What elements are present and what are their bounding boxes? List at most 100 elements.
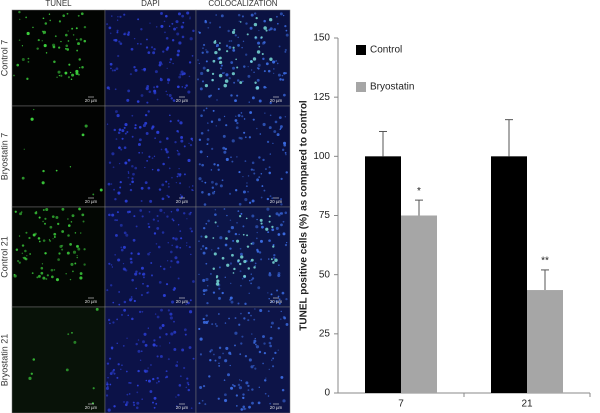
cell-dot — [187, 158, 191, 163]
cell-dot — [245, 53, 248, 56]
cell-dot — [161, 197, 165, 201]
cell-dot — [257, 286, 261, 290]
cell-dot — [179, 246, 182, 249]
coloc-dot — [260, 36, 263, 39]
cell-dot — [153, 396, 157, 400]
coloc-dot — [226, 263, 230, 267]
cell-dot — [109, 32, 112, 35]
cell-dot — [166, 67, 168, 69]
cell-dot — [276, 289, 279, 292]
cell-dot — [165, 36, 169, 40]
cell-dot — [277, 295, 280, 298]
coloc-dot — [263, 26, 267, 30]
cell-dot — [172, 236, 175, 240]
cell-dot — [250, 278, 253, 281]
coloc-dot — [233, 28, 236, 31]
cell-dot — [205, 289, 208, 292]
row-label: Control 7 — [0, 40, 9, 77]
cell-dot — [254, 337, 256, 340]
cell-dot — [213, 163, 216, 166]
cell-dot — [67, 218, 69, 220]
cell-dot — [279, 125, 283, 129]
cell-dot — [16, 63, 20, 67]
cell-dot — [243, 131, 246, 134]
cell-dot — [167, 242, 169, 244]
cell-dot — [280, 310, 282, 313]
cell-dot — [65, 47, 67, 50]
coloc-dot — [235, 58, 237, 61]
image-panel — [195, 9, 291, 107]
cell-dot — [229, 219, 232, 221]
cell-dot — [167, 185, 170, 188]
cell-dot — [121, 137, 124, 140]
row-label: Bryostatin 21 — [0, 334, 9, 387]
cell-dot — [136, 391, 139, 394]
cell-dot — [64, 33, 68, 37]
cell-dot — [109, 372, 113, 375]
cell-dot — [112, 166, 115, 169]
coloc-dot — [269, 57, 273, 61]
cell-dot — [167, 156, 170, 159]
cell-dot — [113, 128, 116, 132]
coloc-dot — [268, 215, 271, 218]
cell-dot — [284, 151, 287, 154]
cell-dot — [170, 300, 175, 304]
cell-dot — [257, 401, 261, 405]
cell-dot — [268, 166, 271, 169]
legend-label: Control — [370, 45, 402, 56]
cell-dot — [42, 239, 46, 242]
coloc-dot — [246, 234, 249, 237]
cell-dot — [69, 71, 72, 74]
cell-dot — [133, 38, 136, 40]
cell-dot — [125, 370, 128, 373]
cell-dot — [202, 278, 206, 282]
cell-dot — [243, 118, 246, 120]
cell-dot — [141, 69, 143, 71]
cell-dot — [238, 202, 242, 206]
cell-dot — [118, 128, 122, 131]
cell-dot — [111, 69, 114, 72]
cell-dot — [31, 272, 34, 274]
cell-dot — [141, 215, 144, 218]
cell-dot — [127, 89, 131, 93]
cell-dot — [122, 267, 126, 271]
scale-label: 20 µm — [176, 199, 189, 204]
cell-dot — [186, 218, 188, 220]
cell-dot — [67, 40, 70, 42]
coloc-dot — [223, 83, 228, 88]
cell-dot — [138, 138, 142, 142]
cell-dot — [230, 156, 232, 159]
cell-dot — [223, 208, 226, 210]
cell-dot — [254, 367, 257, 370]
cell-dot — [119, 223, 123, 227]
cell-dot — [69, 243, 72, 246]
cell-dot — [241, 277, 244, 280]
cell-dot — [66, 48, 70, 51]
cell-dot — [80, 232, 82, 234]
coloc-dot — [232, 46, 235, 49]
cell-dot — [175, 405, 178, 407]
coloc-dot — [239, 215, 242, 218]
cell-dot — [134, 166, 138, 170]
cell-dot — [155, 26, 158, 28]
cell-dot — [272, 256, 276, 260]
cell-dot — [177, 152, 181, 156]
cell-dot — [240, 212, 243, 215]
cell-dot — [198, 327, 201, 331]
cell-dot — [180, 70, 184, 74]
cell-dot — [191, 139, 194, 142]
cell-dot — [189, 17, 191, 20]
scale-label: 20 µm — [176, 98, 189, 103]
cell-dot — [260, 173, 263, 175]
cell-dot — [167, 309, 171, 312]
cell-dot — [146, 38, 148, 41]
cell-dot — [198, 273, 200, 276]
cell-dot — [273, 130, 277, 133]
cell-dot — [186, 242, 188, 244]
cell-dot — [25, 16, 28, 19]
cell-dot — [272, 60, 276, 64]
cell-dot — [126, 98, 130, 102]
cell-dot — [22, 256, 24, 259]
cell-dot — [61, 230, 65, 233]
cell-dot — [163, 267, 166, 271]
